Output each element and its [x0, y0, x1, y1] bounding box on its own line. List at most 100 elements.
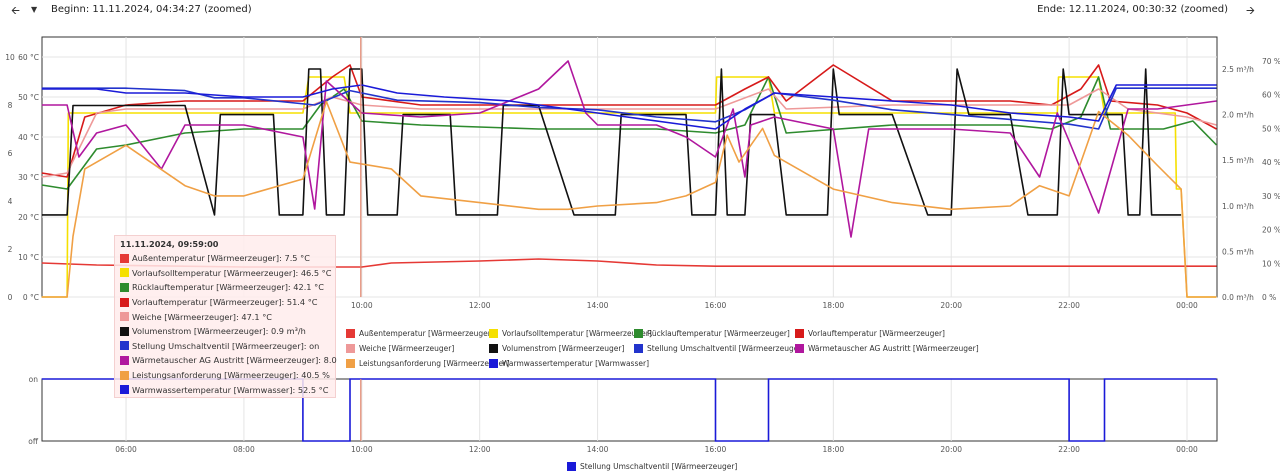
- x-tick-label: 00:00: [1176, 301, 1198, 310]
- tooltip-label: Volumenstrom [Wärmeerzeuger]: 0.9 m³/h: [132, 326, 306, 337]
- tooltip-label: Rücklauftemperatur [Wärmeerzeuger]: 42.1…: [132, 282, 324, 293]
- valve-legend-swatch: [567, 462, 576, 471]
- legend-swatch: [346, 359, 355, 368]
- legend-swatch: [795, 344, 804, 353]
- y-left-tick-label: 50 °C: [18, 93, 39, 102]
- y-left-tick-label: 0 °C: [23, 293, 39, 302]
- series-line: [41, 84, 1217, 130]
- y-outer-right-tick-label: 20 %: [1262, 226, 1280, 235]
- x-tick-label: 20:00: [940, 301, 962, 310]
- y-outer-right-tick-label: 60 %: [1262, 91, 1280, 100]
- tooltip-label: Leistungsanforderung [Wärmeerzeuger]: 40…: [132, 370, 330, 381]
- navigation-bar: 🡨 ▼ Beginn: 11.11.2024, 04:34:27 (zoomed…: [0, 0, 1280, 20]
- legend-label: Stellung Umschaltventil [Wärmeerzeuger]: [647, 344, 804, 353]
- valve-y-tick-label: off: [28, 437, 39, 446]
- legend-swatch: [795, 329, 804, 338]
- legend-label: Wärmetauscher AG Austritt [Wärmeerzeuger…: [808, 344, 979, 353]
- tooltip-row: Warmwassertemperatur [Warmwasser]: 52.5 …: [120, 382, 330, 397]
- valve-x-tick-label: 16:00: [705, 445, 727, 454]
- valve-y-tick-label: on: [29, 375, 39, 384]
- begin-label: Beginn: 11.11.2024, 04:34:27 (zoomed): [51, 4, 252, 15]
- y-outer-right-tick-label: 30 %: [1262, 192, 1280, 201]
- tooltip-row: Weiche [Wärmeerzeuger]: 47.1 °C: [120, 309, 330, 324]
- y-outer-right-tick-label: 50 %: [1262, 124, 1280, 133]
- y-outer-left-tick-label: 2: [8, 245, 13, 254]
- series-line: [41, 87, 1217, 130]
- tooltip-label: Vorlauftemperatur [Wärmeerzeuger]: 51.4 …: [132, 297, 318, 308]
- x-tick-label: 22:00: [1058, 301, 1080, 310]
- x-tick-label: 14:00: [587, 301, 609, 310]
- legend-swatch: [346, 344, 355, 353]
- tooltip-row: Leistungsanforderung [Wärmeerzeuger]: 40…: [120, 368, 330, 383]
- legend-label: Leistungsanforderung [Wärmeerzeuger]: [359, 359, 509, 368]
- valve-x-tick-label: 00:00: [1176, 445, 1198, 454]
- arrow-right-icon[interactable]: 🡪: [1246, 4, 1255, 17]
- tooltip-swatch: [120, 355, 129, 365]
- tooltip-label: Warmwassertemperatur [Warmwasser]: 52.5 …: [132, 384, 329, 395]
- y-left-tick-label: 40 °C: [18, 133, 39, 142]
- legend-swatch: [489, 344, 498, 353]
- tooltip-row: Vorlauftemperatur [Wärmeerzeuger]: 51.4 …: [120, 295, 330, 310]
- legend-swatch: [489, 359, 498, 368]
- tooltip-title: 11.11.2024, 09:59:00: [120, 239, 219, 249]
- x-tick-label: 18:00: [823, 301, 845, 310]
- tooltip-label: Vorlaufsolltemperatur [Wärmeerzeuger]: 4…: [132, 267, 332, 278]
- legend-swatch: [346, 329, 355, 338]
- y-outer-right-tick-label: 40 %: [1262, 158, 1280, 167]
- y-outer-left-tick-label: 10: [5, 53, 15, 62]
- tooltip-label: Außentemperatur [Wärmeerzeuger]: 7.5 °C: [132, 253, 310, 264]
- tooltip-swatch: [120, 268, 129, 278]
- valve-x-tick-label: 18:00: [823, 445, 845, 454]
- valve-x-tick-label: 10:00: [351, 445, 373, 454]
- x-tick-label: 16:00: [705, 301, 727, 310]
- x-tick-label: 12:00: [469, 301, 491, 310]
- tooltip-swatch: [120, 341, 129, 351]
- tooltip-label: Wärmetauscher AG Austritt [Wärmeerzeuger…: [132, 355, 337, 366]
- y-left-tick-label: 20 °C: [18, 213, 39, 222]
- legend-label: Warmwassertemperatur [Warmwasser]: [502, 359, 649, 368]
- tooltip-swatch: [120, 253, 129, 263]
- tooltip-row: Volumenstrom [Wärmeerzeuger]: 0.9 m³/h: [120, 324, 330, 339]
- legend-label: Weiche [Wärmeerzeuger]: [359, 344, 454, 353]
- end-label: Ende: 12.11.2024, 00:30:32 (zoomed): [1037, 4, 1228, 15]
- y-outer-right-tick-label: 0 %: [1262, 293, 1276, 302]
- y-outer-left-tick-label: 6: [8, 149, 13, 158]
- legend-label: Volumenstrom [Wärmeerzeuger]: [502, 344, 624, 353]
- y-outer-left-tick-label: 8: [8, 101, 13, 110]
- valve-x-tick-label: 12:00: [469, 445, 491, 454]
- valve-x-tick-label: 08:00: [233, 445, 255, 454]
- y-left-tick-label: 60 °C: [18, 53, 39, 62]
- series-line: [41, 76, 1218, 190]
- tooltip-row: Vorlaufsolltemperatur [Wärmeerzeuger]: 4…: [120, 266, 332, 281]
- valve-x-tick-label: 22:00: [1058, 445, 1080, 454]
- y-outer-left-tick-label: 4: [8, 197, 13, 206]
- tooltip-row: Stellung Umschaltventil [Wärmeerzeuger]:…: [120, 339, 330, 354]
- series-line: [41, 60, 1217, 238]
- tooltip-label: Stellung Umschaltventil [Wärmeerzeuger]:…: [132, 340, 320, 351]
- y-right-tick-label: 1.0 m³/h: [1222, 202, 1254, 211]
- y-right-tick-label: 0.0 m³/h: [1222, 293, 1254, 302]
- series-line: [41, 100, 1217, 298]
- tooltip-label: Weiche [Wärmeerzeuger]: 47.1 °C: [132, 311, 273, 322]
- y-right-tick-label: 2.5 m³/h: [1222, 65, 1254, 74]
- y-right-tick-label: 0.5 m³/h: [1222, 247, 1254, 256]
- dropdown-triangle-icon[interactable]: ▼: [31, 5, 38, 14]
- valve-x-tick-label: 06:00: [115, 445, 137, 454]
- tooltip-row: Wärmetauscher AG Austritt [Wärmeerzeuger…: [120, 353, 337, 368]
- tooltip-swatch: [120, 370, 129, 380]
- x-tick-label: 10:00: [351, 301, 373, 310]
- legend-label: Außentemperatur [Wärmeerzeuger]: [359, 329, 494, 338]
- legend-label: Rücklauftemperatur [Wärmeerzeuger]: [647, 329, 790, 338]
- valve-series-line: [41, 378, 1217, 442]
- y-outer-left-tick-label: 0: [8, 293, 13, 302]
- y-outer-right-tick-label: 10 %: [1262, 259, 1280, 268]
- y-outer-right-tick-label: 70 %: [1262, 57, 1280, 66]
- arrow-left-icon[interactable]: 🡨: [11, 4, 20, 17]
- tooltip-swatch: [120, 312, 129, 322]
- legend-label: Vorlaufsolltemperatur [Wärmeerzeuger]: [502, 329, 652, 338]
- valve-x-tick-label: 14:00: [587, 445, 609, 454]
- y-left-tick-label: 10 °C: [18, 253, 39, 262]
- valve-legend-label: Stellung Umschaltventil [Wärmeerzeuger]: [580, 462, 737, 471]
- y-right-tick-label: 2.0 m³/h: [1222, 111, 1254, 120]
